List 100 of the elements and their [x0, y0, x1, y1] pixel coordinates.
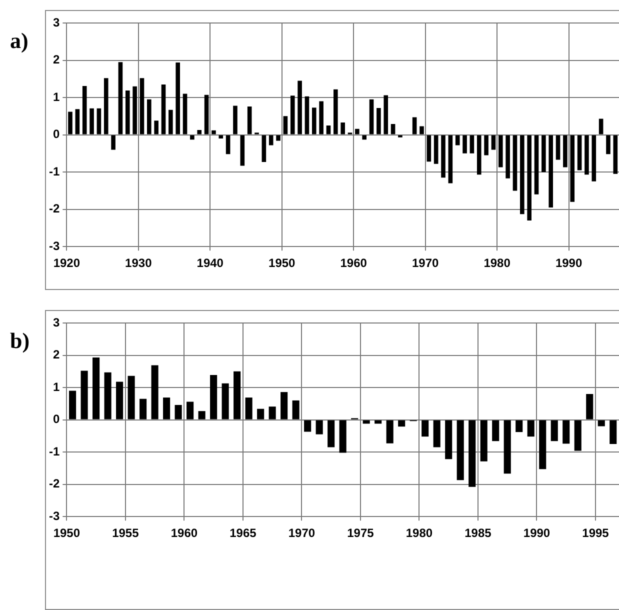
bar [304, 420, 312, 432]
bar [210, 374, 218, 420]
bar [448, 135, 453, 184]
bar [539, 420, 546, 470]
bar [610, 420, 617, 444]
bar [268, 135, 274, 146]
bar [82, 86, 87, 134]
bar [132, 86, 137, 134]
y-tick-label: 1 [52, 90, 60, 104]
bar [68, 112, 72, 134]
bar [298, 80, 302, 134]
bar [527, 420, 534, 437]
x-tick-label: 1960 [170, 526, 198, 540]
x-tick-label: 1950 [53, 526, 80, 540]
bar [290, 96, 295, 134]
bar [420, 126, 424, 134]
bar [506, 135, 510, 178]
bar [480, 420, 488, 462]
bar [339, 420, 346, 453]
x-tick-label: 1990 [555, 256, 582, 270]
bar [362, 135, 367, 140]
chart-title: a) [10, 28, 28, 54]
bar [197, 130, 202, 134]
bar [233, 106, 238, 134]
bar [176, 62, 180, 134]
bar [384, 95, 388, 134]
bar [111, 135, 116, 150]
bar [434, 135, 438, 164]
y-tick-label: 1 [52, 380, 60, 394]
bar [598, 420, 605, 426]
bar [118, 62, 123, 134]
bar [556, 135, 560, 160]
x-tick-label: 1950 [268, 256, 296, 270]
bar [262, 135, 266, 162]
bar [163, 398, 170, 420]
bar [455, 135, 460, 146]
bar [292, 400, 300, 420]
bar [484, 135, 488, 156]
bar [534, 135, 539, 194]
bar [586, 394, 594, 420]
x-tick-label: 1930 [125, 256, 152, 270]
y-tick-label: 2 [52, 52, 60, 67]
x-tick-label: 1985 [464, 526, 492, 540]
bar [190, 135, 194, 140]
bar [80, 370, 88, 420]
x-tick-label: 1955 [112, 526, 140, 540]
bar [548, 135, 554, 208]
bar [212, 130, 216, 134]
bar [154, 120, 158, 134]
bar [527, 135, 532, 221]
bar [598, 118, 604, 134]
bar [276, 135, 280, 141]
bar [319, 101, 324, 134]
x-tick-label: 1940 [196, 256, 224, 270]
y-tick-label: 0 [52, 412, 60, 426]
bar [128, 376, 135, 420]
bar [592, 135, 596, 182]
bar [316, 420, 323, 434]
bar [386, 420, 394, 444]
chart-title: b) [10, 328, 30, 354]
bar [161, 84, 166, 134]
y-tick-label: 2 [52, 348, 60, 362]
bar [147, 99, 152, 134]
bar [140, 78, 144, 134]
bar [376, 108, 381, 134]
bar [613, 135, 618, 174]
bar [182, 94, 188, 134]
y-tick-label: -2 [49, 476, 60, 491]
bar [516, 420, 523, 432]
bar [462, 135, 467, 154]
bar [550, 420, 558, 442]
bar [412, 117, 417, 134]
bar [328, 420, 335, 448]
bar [468, 420, 476, 487]
bar [470, 135, 474, 154]
bar [140, 398, 147, 420]
bar [441, 135, 446, 178]
bar [174, 404, 182, 420]
bar [218, 135, 224, 139]
bar [584, 135, 589, 175]
bar [96, 108, 102, 134]
bar [562, 420, 570, 444]
bar [245, 398, 252, 420]
bar [334, 89, 338, 134]
bar [226, 135, 230, 154]
y-tick-label: -2 [49, 202, 60, 216]
y-tick-label: 3 [52, 15, 60, 30]
bar [104, 78, 108, 134]
bar [283, 116, 288, 134]
y-tick-label: -3 [49, 238, 60, 253]
bar [125, 90, 130, 134]
bar [69, 390, 76, 420]
bar [280, 392, 288, 420]
bar [498, 135, 503, 168]
bar [426, 135, 432, 162]
bar [340, 122, 345, 134]
bar [247, 106, 252, 134]
bar [390, 124, 396, 134]
bar [240, 135, 245, 166]
bar [234, 371, 241, 420]
